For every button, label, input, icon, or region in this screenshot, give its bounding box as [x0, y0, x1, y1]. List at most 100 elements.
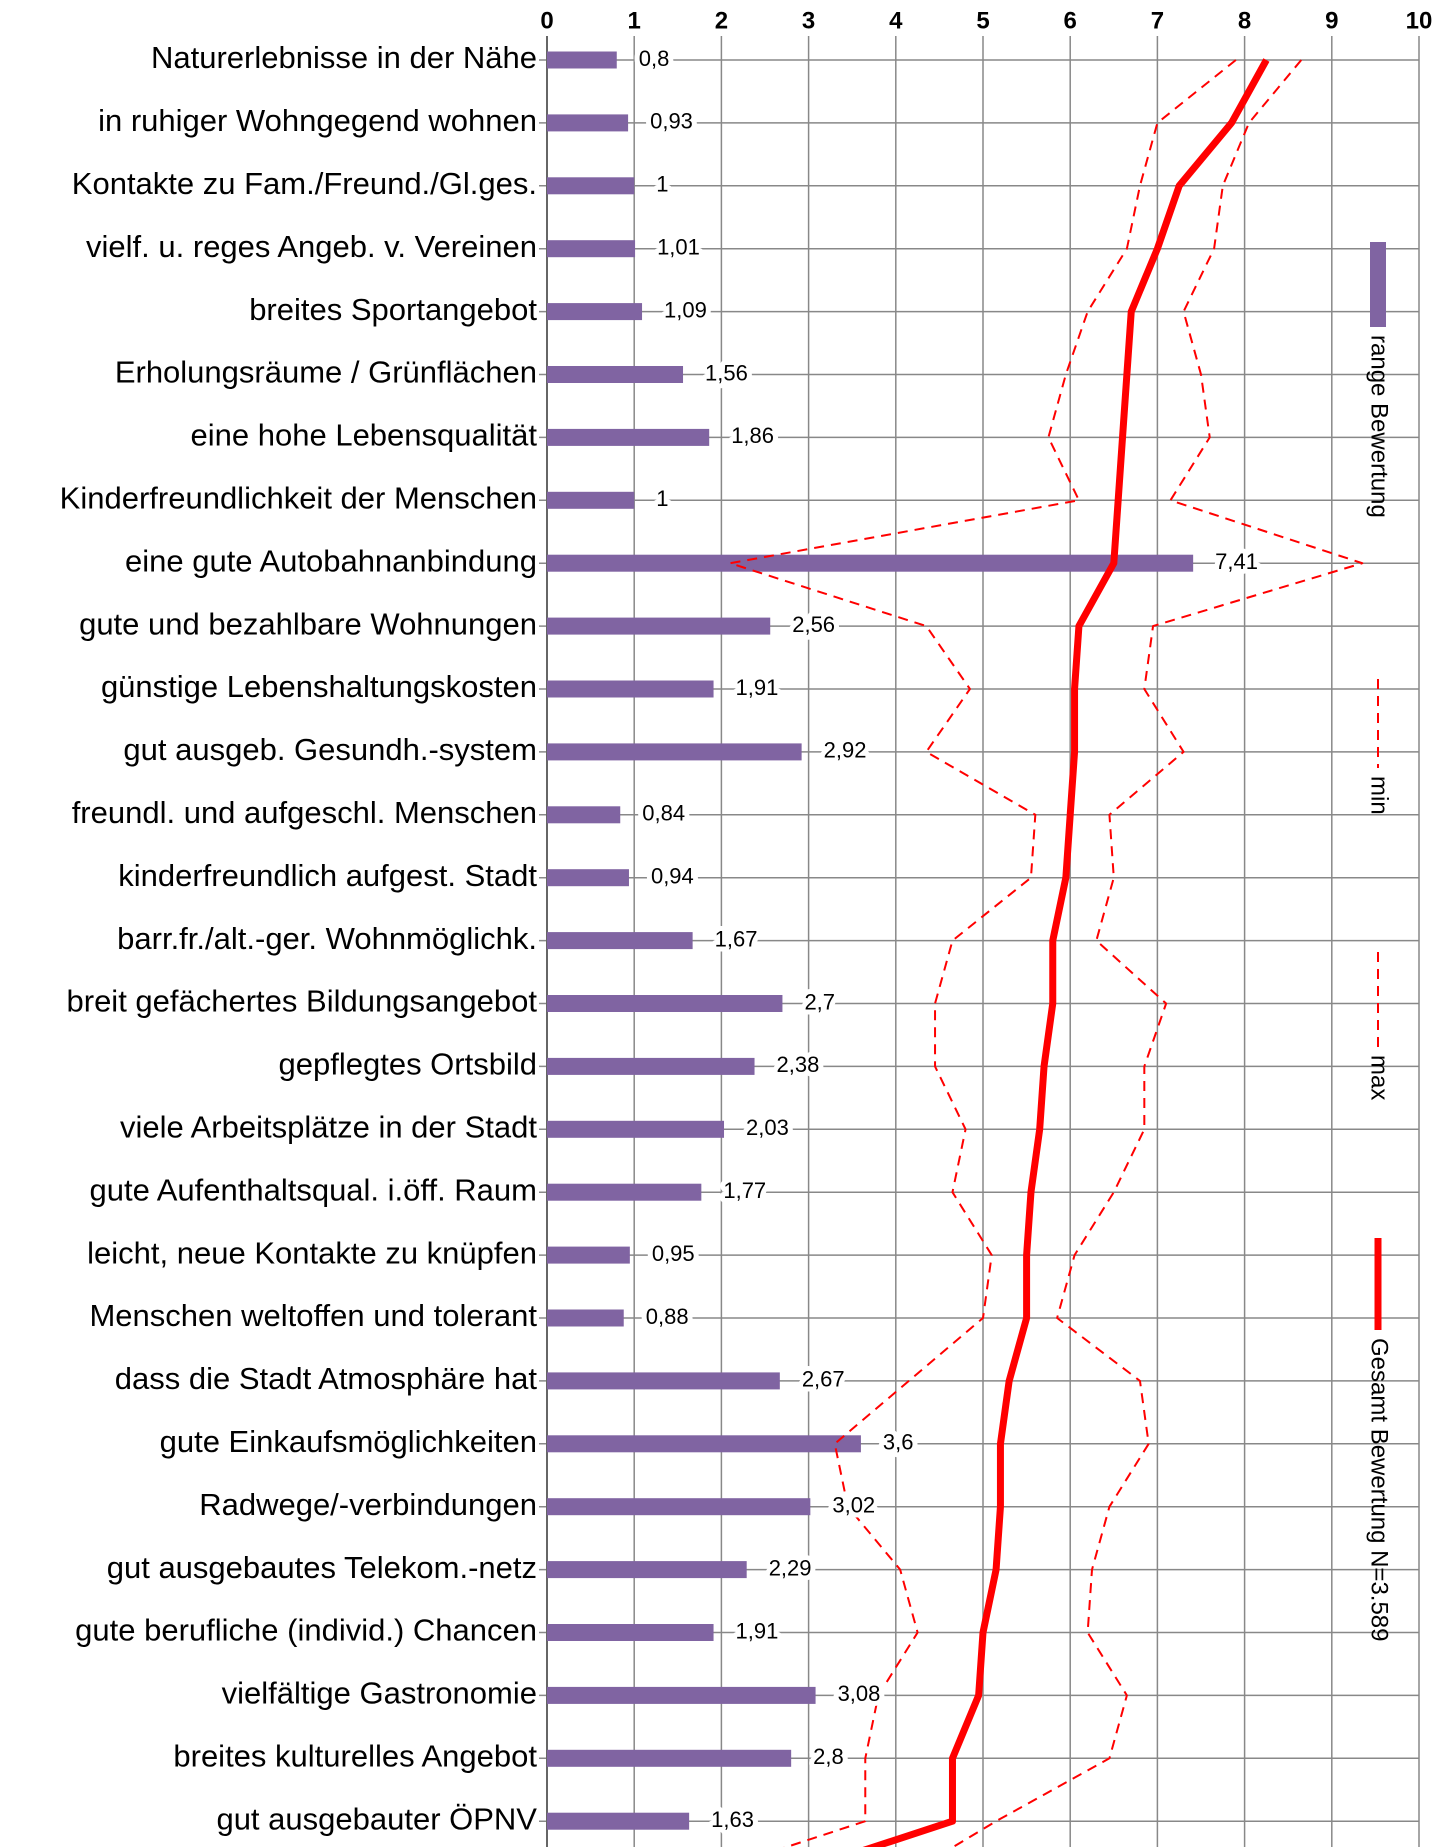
- x-tick-label: 0: [540, 7, 553, 34]
- bar: [547, 491, 635, 509]
- legend-swatch: [1370, 242, 1386, 327]
- legend-label: min: [1366, 776, 1393, 815]
- line: [862, 58, 1270, 1847]
- bar: [547, 1057, 755, 1075]
- value-label: 0,93: [650, 109, 693, 134]
- bar: [547, 617, 771, 635]
- value-label: 2,8: [813, 1744, 844, 1769]
- category-label: Kontakte zu Fam./Freund./Gl.ges.: [72, 166, 537, 201]
- category-label: leicht, neue Kontakte zu knüpfen: [87, 1235, 537, 1270]
- bar: [547, 240, 636, 258]
- bar: [547, 554, 1194, 572]
- x-tick-label: 9: [1325, 7, 1338, 34]
- category-label: Menschen weltoffen und tolerant: [89, 1298, 537, 1333]
- legend-label: max: [1366, 1055, 1393, 1100]
- bar: [547, 51, 617, 69]
- bar: [547, 932, 693, 950]
- value-label: 2,56: [792, 612, 835, 637]
- bar: [547, 743, 802, 761]
- category-label: Erholungsräume / Grünflächen: [115, 355, 537, 390]
- category-label: gute Aufenthaltsqual. i.öff. Raum: [89, 1172, 537, 1207]
- legend-label: range Bewertung: [1366, 335, 1393, 518]
- value-label: 1,77: [723, 1178, 766, 1203]
- category-label: barr.fr./alt.-ger. Wohnmöglichk.: [117, 921, 537, 956]
- bar: [547, 1686, 816, 1704]
- category-label: günstige Lebenshaltungskosten: [101, 669, 537, 704]
- legend-label: Gesamt Bewertung N=3.589: [1366, 1338, 1393, 1642]
- value-label: 3,02: [832, 1493, 875, 1518]
- category-label: dass die Stadt Atmosphäre hat: [115, 1361, 538, 1396]
- value-label: 0,94: [651, 864, 694, 889]
- value-label: 2,03: [746, 1115, 789, 1140]
- bar: [547, 806, 621, 824]
- bar: [547, 428, 710, 446]
- value-label: 2,92: [824, 738, 867, 763]
- category-label: vielfältige Gastronomie: [222, 1676, 537, 1711]
- value-label: 1: [656, 172, 668, 197]
- bar: [547, 1120, 725, 1138]
- category-label: in ruhiger Wohngegend wohnen: [98, 103, 537, 138]
- bar: [547, 366, 684, 383]
- bar: [547, 1372, 780, 1390]
- value-label: 1,56: [705, 360, 748, 385]
- value-label: 1,91: [736, 675, 779, 700]
- category-label: gut ausgeb. Gesundh.-system: [123, 732, 537, 767]
- category-label: gut ausgebautes Telekom.-netz: [107, 1550, 537, 1585]
- x-tick-label: 6: [1064, 7, 1077, 34]
- x-tick-label: 1: [628, 7, 641, 34]
- bar: [547, 1561, 747, 1579]
- value-label: 0,8: [639, 46, 670, 71]
- value-label: 7,41: [1215, 549, 1258, 574]
- category-label: freundl. und aufgeschl. Menschen: [72, 795, 537, 830]
- bar: [547, 1435, 861, 1453]
- category-label: vielf. u. reges Angeb. v. Vereinen: [86, 229, 537, 264]
- line: [729, 59, 1237, 1847]
- value-label: 1,91: [736, 1618, 779, 1643]
- category-label: gut ausgebauter ÖPNV: [216, 1801, 537, 1836]
- category-label: eine hohe Lebensqualität: [191, 418, 538, 453]
- value-label: 1,01: [657, 235, 700, 260]
- category-label: gute und bezahlbare Wohnungen: [79, 606, 537, 641]
- value-label: 1,67: [715, 926, 758, 951]
- category-label: eine gute Autobahnanbindung: [125, 543, 537, 578]
- category-label: Kinderfreundlichkeit der Menschen: [60, 480, 537, 515]
- bar: [547, 1183, 702, 1201]
- x-tick-label: 2: [715, 7, 728, 34]
- bar: [547, 1498, 811, 1516]
- category-label: gepflegtes Ortsbild: [279, 1047, 537, 1082]
- bar: [547, 177, 635, 195]
- bar: [547, 995, 783, 1012]
- x-tick-label: 8: [1238, 7, 1251, 34]
- bar: [547, 303, 643, 321]
- x-tick-label: 4: [889, 7, 903, 34]
- category-label: gute Einkaufsmöglichkeiten: [160, 1424, 537, 1459]
- value-label: 0,95: [652, 1241, 695, 1266]
- bar: [547, 1246, 630, 1264]
- category-label: kinderfreundlich aufgest. Stadt: [118, 858, 537, 893]
- bar: [547, 1812, 690, 1830]
- bar: [547, 1749, 792, 1767]
- category-label: breit gefächertes Bildungsangebot: [67, 984, 538, 1019]
- value-label: 3,08: [838, 1681, 881, 1706]
- bar: [547, 869, 629, 887]
- value-label: 1,63: [711, 1807, 754, 1832]
- value-label: 2,38: [777, 1052, 820, 1077]
- value-label: 2,67: [802, 1367, 845, 1392]
- bar: [547, 1309, 624, 1327]
- value-label: 2,7: [804, 989, 835, 1014]
- bar: [547, 680, 714, 698]
- x-tick-label: 5: [976, 7, 989, 34]
- category-label: breites Sportangebot: [249, 292, 537, 327]
- value-label: 1,86: [731, 423, 774, 448]
- bar: [547, 114, 629, 132]
- x-tick-label: 7: [1151, 7, 1164, 34]
- value-label: 0,84: [642, 801, 685, 826]
- category-label: viele Arbeitsplätze in der Stadt: [120, 1109, 537, 1144]
- category-label: breites kulturelles Angebot: [173, 1738, 537, 1773]
- category-label: Naturerlebnisse in der Nähe: [151, 40, 537, 75]
- value-label: 1: [656, 486, 668, 511]
- x-tick-label: 3: [802, 7, 815, 34]
- x-tick-label: 10: [1406, 7, 1433, 34]
- category-label: Radwege/-verbindungen: [199, 1487, 537, 1522]
